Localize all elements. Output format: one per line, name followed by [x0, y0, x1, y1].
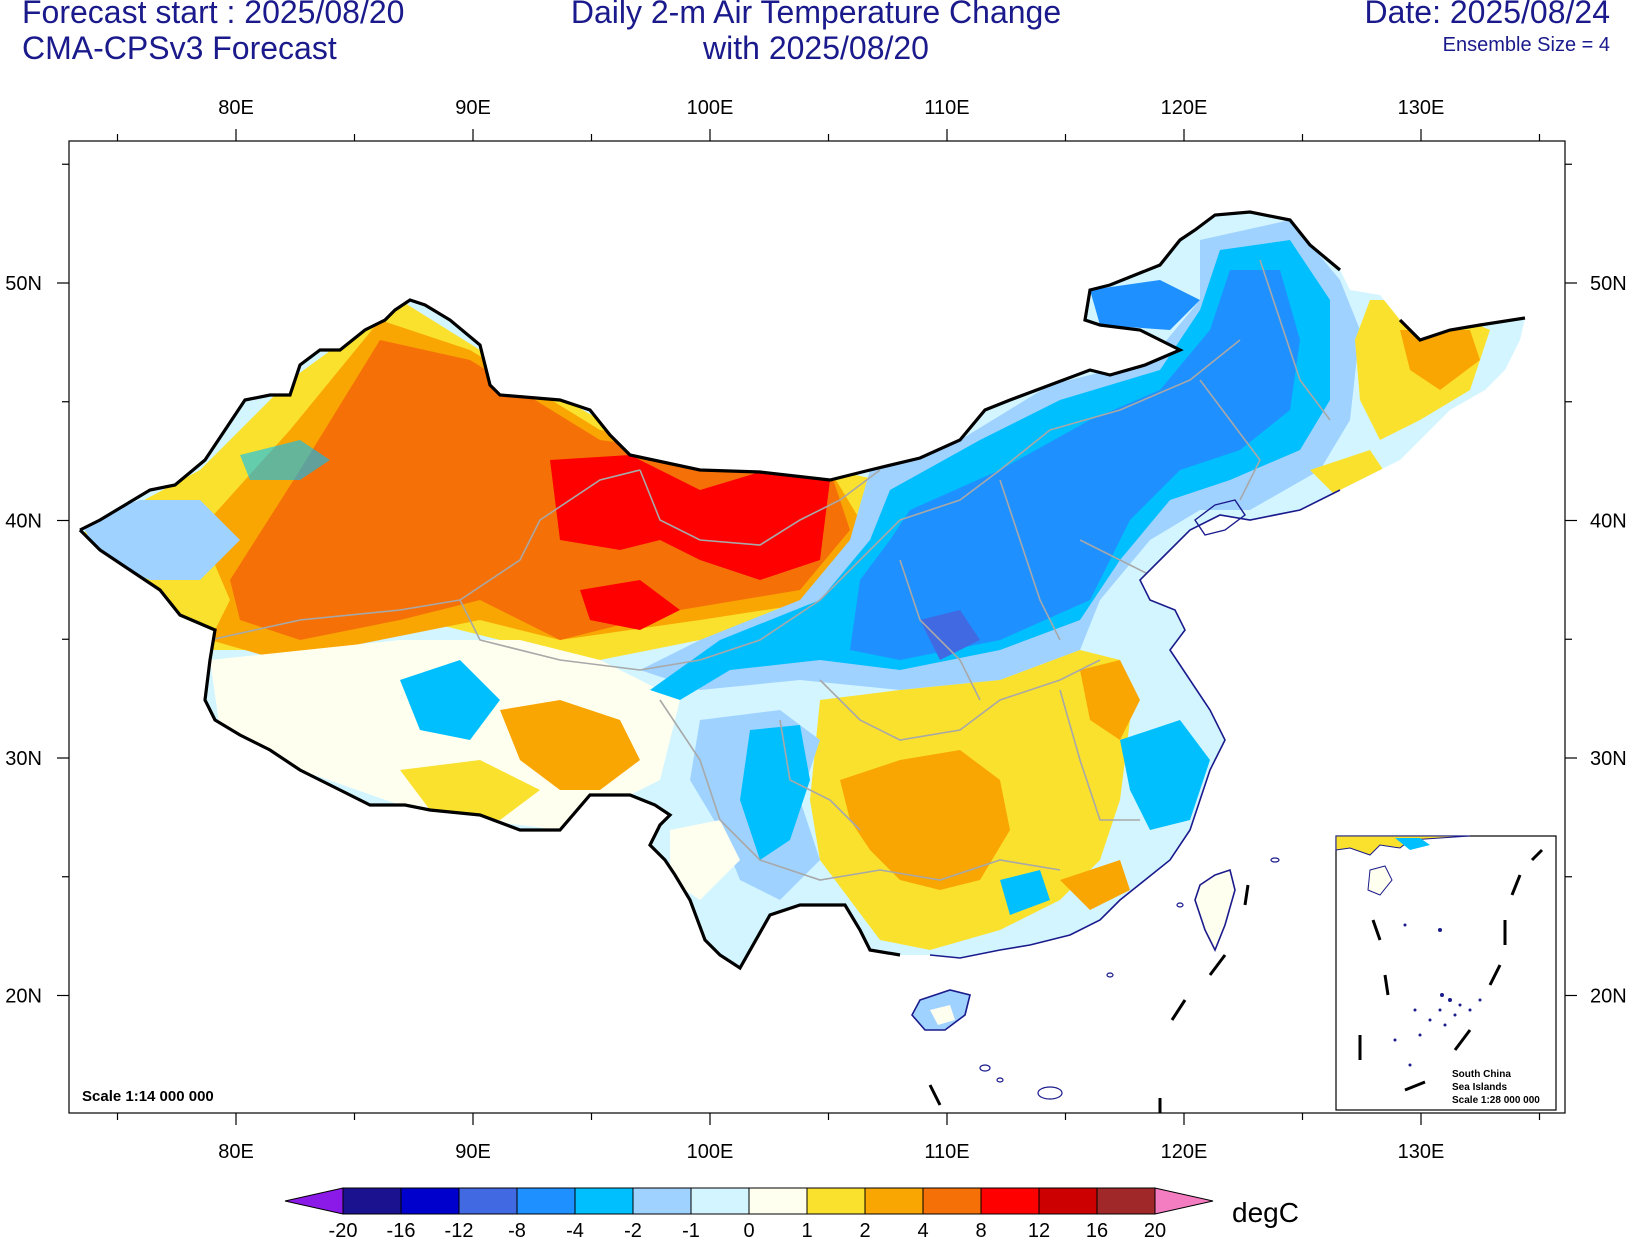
colorbar-label: -1 — [682, 1220, 700, 1241]
x-tick-label-bottom: 110E — [924, 1141, 969, 1163]
x-tick-label-bottom: 130E — [1398, 1141, 1445, 1163]
chart-title-line1: Daily 2-m Air Temperature Change — [570, 0, 1062, 30]
colorbar-label: -20 — [329, 1220, 358, 1241]
taiwan-island — [1194, 868, 1236, 952]
x-tick-label-top: 80E — [218, 97, 254, 119]
dashed-line-segments — [928, 884, 1250, 1113]
colorbar-swatch — [690, 1187, 750, 1215]
y-axis-labels-right: 50N 40N 30N 20N — [1590, 273, 1627, 1008]
chart-title-line2: with 2025/08/20 — [703, 30, 929, 66]
y-tick-label-left: 40N — [5, 511, 42, 533]
x-tick-marks — [116, 129, 1541, 1125]
hainan-warm-patch — [930, 1005, 955, 1025]
coastline — [929, 489, 1341, 959]
y-tick-label-left: 30N — [5, 748, 42, 770]
y-tick-marks — [57, 163, 1577, 997]
colorbar-swatch — [1038, 1187, 1098, 1215]
colorbar-swatch — [342, 1187, 402, 1215]
colorbar-swatch — [632, 1187, 692, 1215]
y-tick-label-right: 50N — [1590, 273, 1627, 295]
south-china-sea-inset: South China Sea Islands Scale 1:28 000 0… — [1335, 835, 1557, 1111]
colorbar-label: 8 — [975, 1220, 986, 1241]
small-islands — [979, 857, 1280, 1100]
forecast-start-label: Forecast start : 2025/08/20 — [22, 0, 405, 30]
colorbar-label: 12 — [1028, 1220, 1050, 1241]
colorbar-swatch — [864, 1187, 924, 1215]
x-tick-label-top: 110E — [924, 97, 969, 119]
colorbar-label: 16 — [1086, 1220, 1108, 1241]
y-tick-label-right: 20N — [1590, 986, 1627, 1008]
colorbar-label: 2 — [859, 1220, 870, 1241]
inset-scale-label: Scale 1:28 000 000 — [1452, 1095, 1540, 1106]
x-tick-label-bottom: 80E — [218, 1141, 254, 1163]
colorbar-swatch — [806, 1187, 866, 1215]
y-tick-label-right: 40N — [1590, 511, 1627, 533]
liaodong-coast — [1194, 499, 1246, 536]
colorbar-swatch — [458, 1187, 518, 1215]
inset-title-line2: Sea Islands — [1452, 1082, 1507, 1093]
colorbar-label: -4 — [566, 1220, 584, 1241]
colorbar-label: -12 — [445, 1220, 474, 1241]
colorbar-label: 1 — [801, 1220, 812, 1241]
colorbar-label: -8 — [508, 1220, 526, 1241]
x-tick-label-top: 130E — [1398, 97, 1445, 119]
map-scale-label: Scale 1:14 000 000 — [82, 1088, 214, 1105]
colorbar-low-arrow — [284, 1187, 344, 1215]
y-tick-label-left: 50N — [5, 273, 42, 295]
colorbar-high-arrow — [1154, 1187, 1214, 1215]
inset-title-line1: South China — [1452, 1069, 1511, 1080]
y-axis-labels-left: 50N 40N 30N 20N — [5, 273, 42, 1008]
national-boundary-northeast — [1398, 316, 1526, 342]
x-tick-label-top: 120E — [1161, 97, 1208, 119]
national-boundary-southwest — [78, 528, 901, 971]
y-tick-label-right: 30N — [1590, 748, 1627, 770]
colorbar-swatch — [400, 1187, 460, 1215]
colorbar-swatch — [748, 1187, 808, 1215]
colorbar-label: -16 — [387, 1220, 416, 1241]
x-axis-labels-top: 80E 90E 100E 110E 120E 130E — [218, 97, 1444, 119]
x-tick-label-bottom: 120E — [1161, 1141, 1208, 1163]
colorbar-swatch — [516, 1187, 576, 1215]
colorbar: -20 -16 -12 -8 -4 -2 -1 0 1 2 4 8 12 16 20 — [284, 1187, 1214, 1241]
colorbar-swatch — [980, 1187, 1040, 1215]
colorbar-label: -2 — [624, 1220, 642, 1241]
x-tick-label-bottom: 90E — [455, 1141, 491, 1163]
ensemble-size-label: Ensemble Size = 4 — [1442, 34, 1610, 56]
y-tick-label-left: 20N — [5, 986, 42, 1008]
colorbar-swatch — [922, 1187, 982, 1215]
colorbar-label: 4 — [917, 1220, 928, 1241]
colorbar-label: 0 — [743, 1220, 754, 1241]
colorbar-swatch — [574, 1187, 634, 1215]
colorbar-swatch — [1096, 1187, 1156, 1215]
colorbar-label: 20 — [1144, 1220, 1166, 1241]
model-name-label: CMA-CPSv3 Forecast — [22, 30, 337, 66]
x-tick-label-top: 90E — [455, 97, 491, 119]
colorbar-unit-label: degC — [1232, 1197, 1299, 1228]
x-tick-label-bottom: 100E — [687, 1141, 734, 1163]
date-label: Date: 2025/08/24 — [1364, 0, 1610, 30]
national-boundary-north — [79, 210, 1342, 532]
x-tick-label-top: 100E — [687, 97, 734, 119]
province-boundaries — [209, 259, 1331, 881]
x-axis-labels-bottom: 80E 90E 100E 110E 120E 130E — [218, 1141, 1444, 1163]
